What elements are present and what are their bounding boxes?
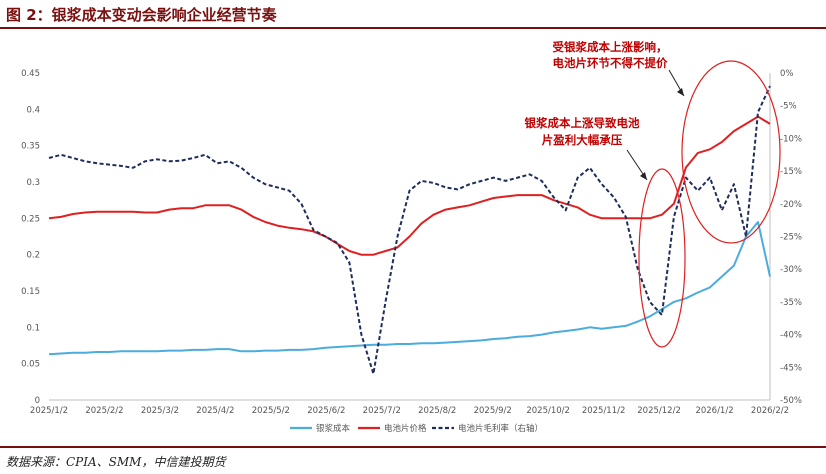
y-left-tick-label: 0.1 [26, 323, 40, 333]
x-tick-label: 2025/4/2 [196, 406, 234, 416]
y-right-tick-label: -20% [780, 200, 802, 210]
y-left-tick-label: 0.35 [21, 142, 40, 152]
y-left-tick-label: 0.3 [26, 178, 40, 188]
y-right-tick-label: -45% [780, 363, 802, 373]
x-tick-label: 2026/1/2 [695, 406, 733, 416]
y-right-tick-label: -40% [780, 331, 802, 341]
y-left-tick-label: 0.15 [21, 287, 40, 297]
source-note: 数据来源：CPIA、SMM，中信建投期货 [6, 455, 226, 469]
x-tick-label: 2025/1/2 [30, 406, 68, 416]
legend-label-cell-margin: 电池片毛利率（右轴） [458, 423, 543, 434]
annotation-2-line-1: 受银浆成本上涨影响， [553, 40, 668, 54]
left-axis: 0 0.05 0.1 0.15 0.2 0.25 0.3 0.35 0.4 0.45 [21, 69, 40, 406]
figure-title: 图 2：银浆成本变动会影响企业经营节奏 [6, 6, 277, 24]
series-line-cell-price [48, 115, 771, 256]
legend-label-cell-price: 电池片价格 [384, 423, 427, 434]
annotation-1-arrowhead [640, 172, 647, 180]
title-underline [0, 27, 826, 29]
y-left-tick-label: 0.4 [26, 105, 40, 115]
y-right-tick-label: 0% [780, 69, 794, 79]
x-tick-label: 2025/2/2 [85, 406, 123, 416]
y-right-tick-label: -35% [780, 298, 802, 308]
x-tick-label: 2025/9/2 [474, 406, 512, 416]
series-line-silver-paste-cost [48, 221, 771, 356]
y-right-tick-label: -5% [780, 102, 797, 112]
x-tick-label: 2025/10/2 [526, 406, 570, 416]
y-left-tick-label: 0.45 [21, 69, 40, 79]
y-left-tick-label: 0 [35, 396, 40, 406]
annotation-1-line-1: 银浆成本上涨导致电池 [525, 116, 640, 130]
y-left-tick-label: 0.2 [26, 251, 40, 261]
right-axis: 0% -5% -10% -15% -20% -25% -30% -35% -40% -45% -50… [769, 69, 802, 406]
x-tick-label: 2025/5/2 [252, 406, 290, 416]
annotation-2-arrowhead [677, 88, 684, 96]
annotation-1-line-2: 片盈利大幅承压 [542, 133, 623, 147]
x-tick-label: 2026/2/2 [751, 406, 789, 416]
highlight-ellipses [638, 60, 781, 348]
x-tick-label: 2025/6/2 [307, 406, 345, 416]
annotations: 银浆成本上涨导致电池 片盈利大幅承压 受银浆成本上涨影响， 电池片环节不得不提价 [525, 40, 685, 181]
x-tick-label: 2025/3/2 [141, 406, 179, 416]
legend: 银浆成本 电池片价格 电池片毛利率（右轴） [290, 423, 543, 434]
y-right-tick-label: -25% [780, 233, 802, 243]
x-tick-label: 2025/8/2 [418, 406, 456, 416]
y-right-tick-label: -15% [780, 167, 802, 177]
annotation-2-line-2: 电池片环节不得不提价 [553, 56, 668, 70]
y-right-tick-label: -10% [780, 134, 802, 144]
y-right-tick-label: -50% [780, 396, 802, 406]
y-left-tick-label: 0.25 [21, 214, 40, 224]
x-tick-label: 2025/12/2 [637, 406, 681, 416]
footer-rule [0, 446, 826, 448]
series-layer [48, 85, 771, 375]
legend-label-silver-paste-cost: 银浆成本 [316, 423, 351, 434]
y-left-tick-label: 0.05 [21, 360, 40, 370]
highlight-ellipse-2 [681, 60, 781, 244]
x-tick-label: 2025/11/2 [582, 406, 626, 416]
y-right-tick-label: -30% [780, 265, 802, 275]
x-tick-label: 2025/7/2 [363, 406, 401, 416]
highlight-ellipse-1 [638, 168, 686, 348]
x-axis: 2025/1/2 2025/2/2 2025/3/2 2025/4/2 2025/5/2… [30, 399, 789, 416]
series-line-cell-margin [48, 85, 771, 375]
